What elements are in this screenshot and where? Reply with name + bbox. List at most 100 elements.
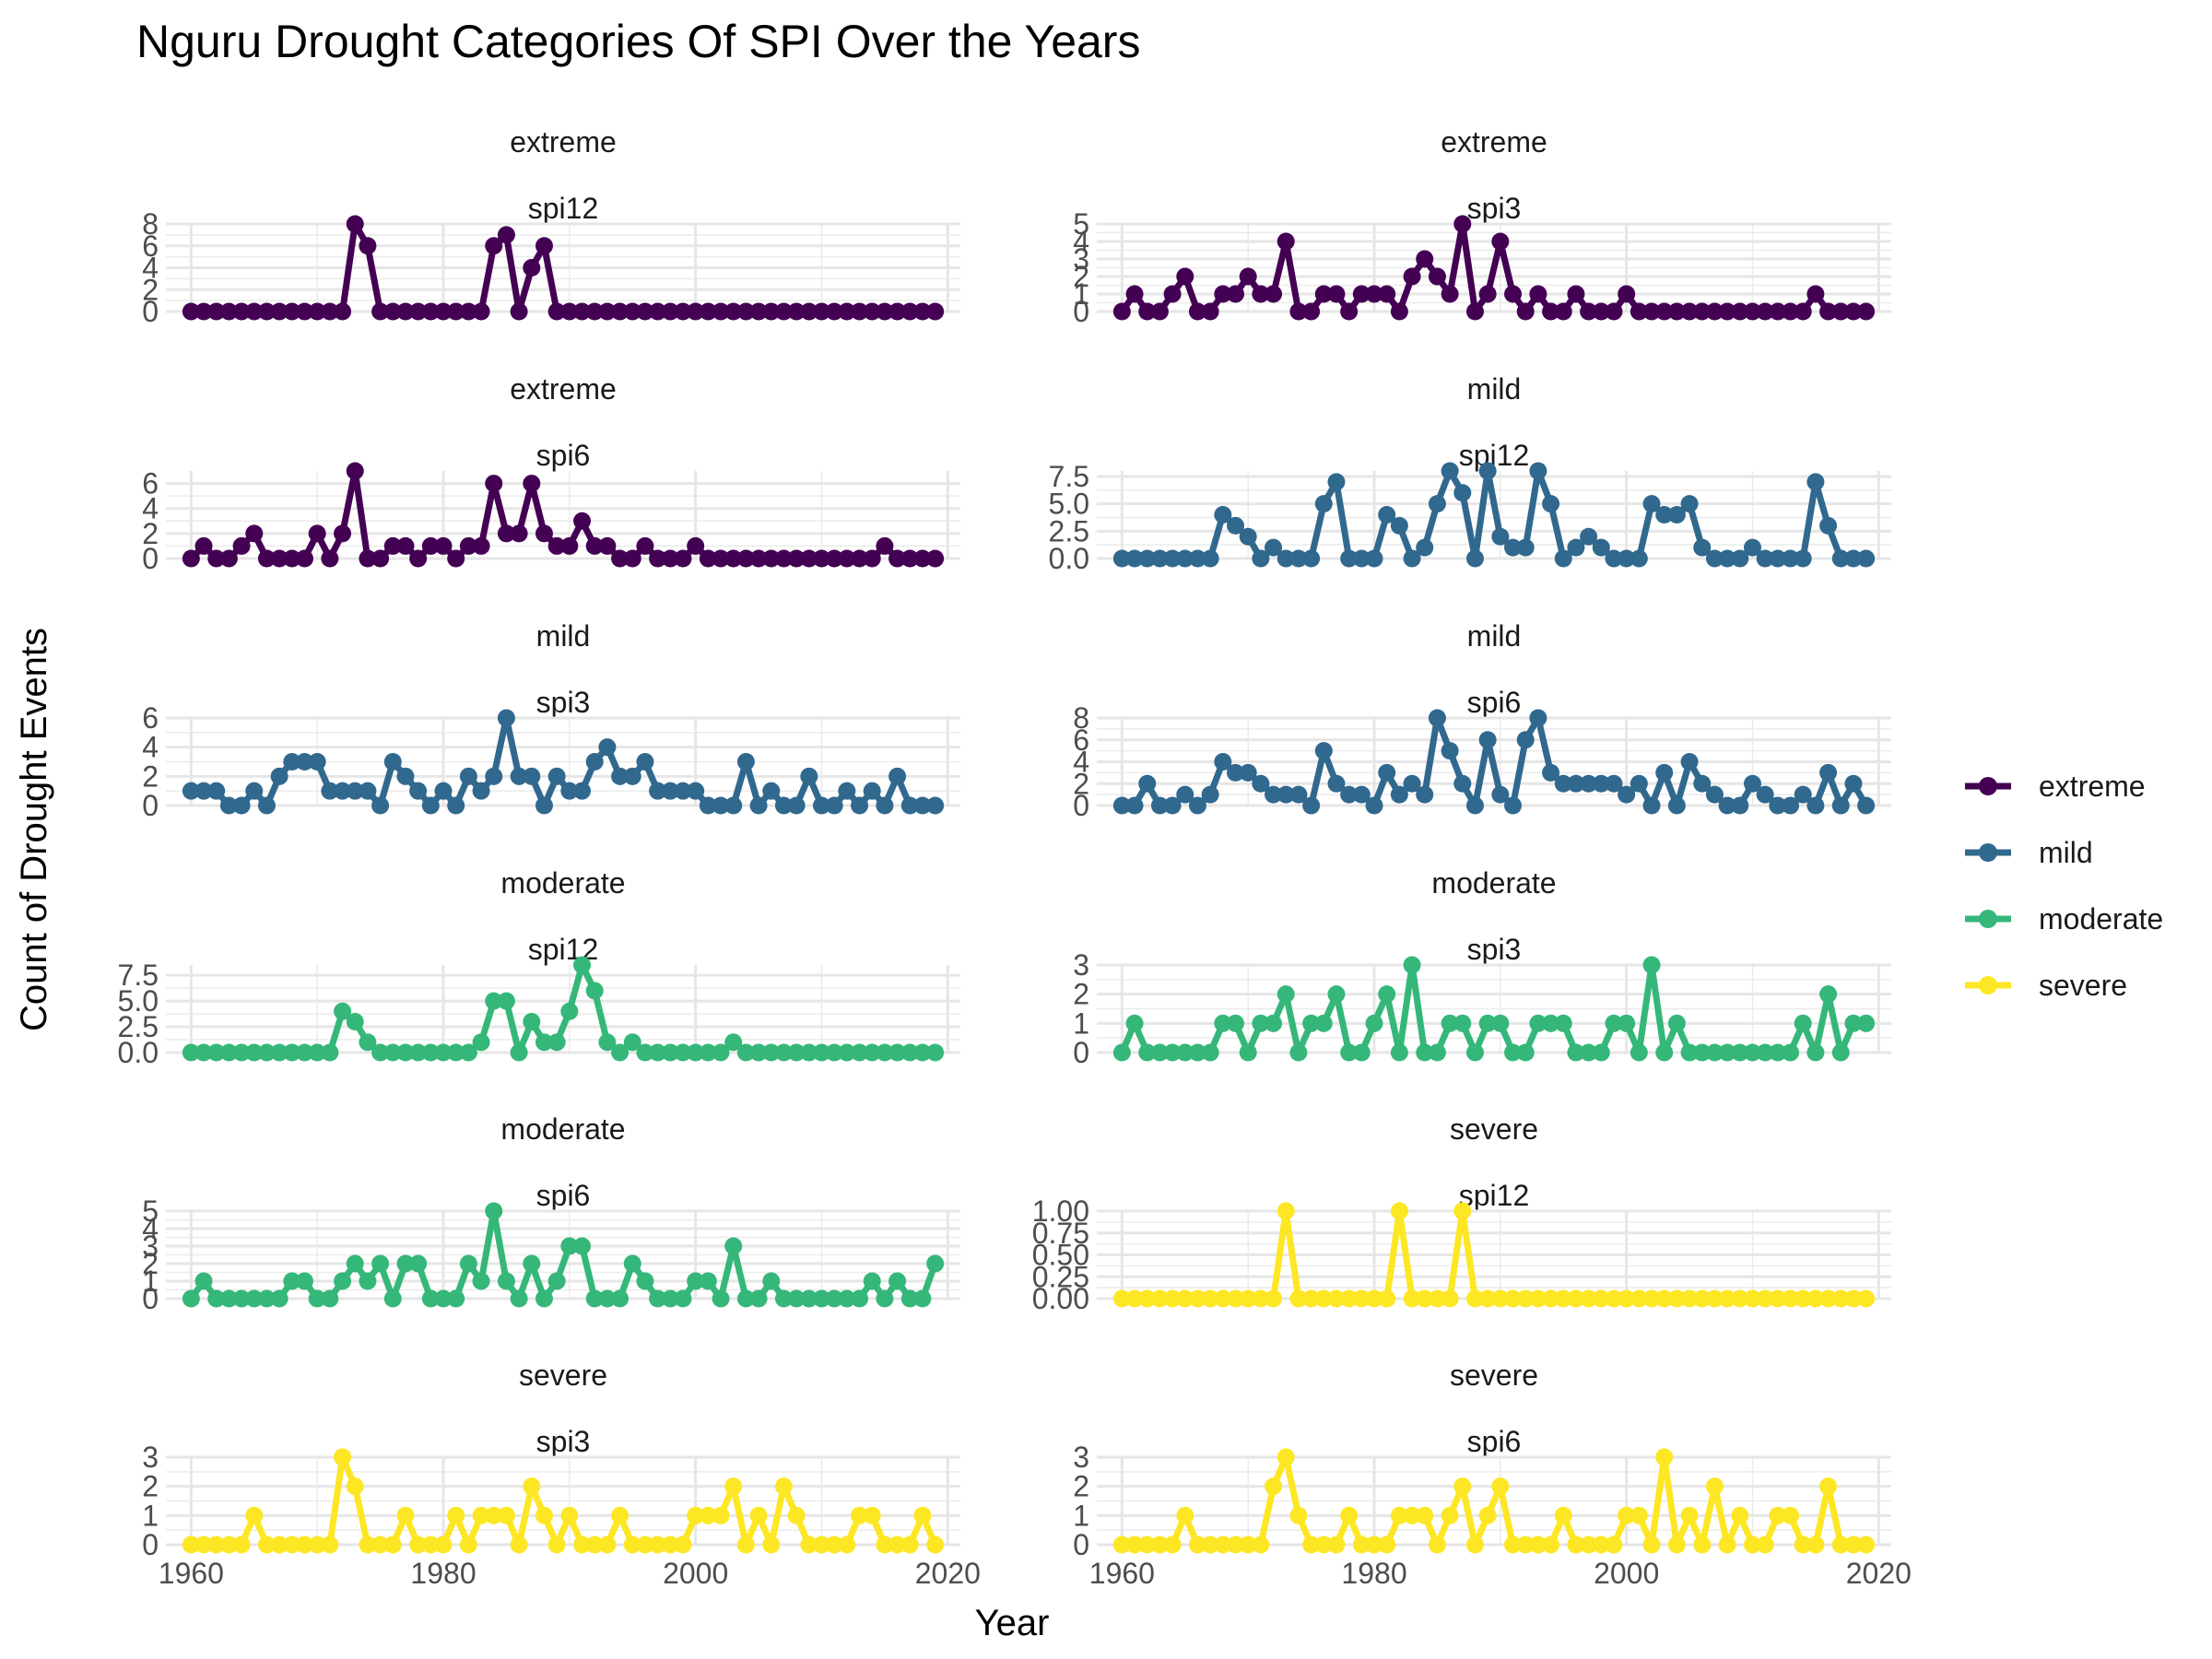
data-point: [1731, 796, 1749, 815]
data-point: [863, 1043, 881, 1062]
data-point: [1390, 785, 1408, 804]
data-point: [1289, 549, 1308, 568]
data-point: [774, 1477, 793, 1496]
data-point: [699, 549, 717, 568]
data-point: [1390, 1202, 1408, 1220]
data-point: [1831, 1535, 1850, 1554]
data-point: [1819, 985, 1838, 1004]
data-point: [712, 796, 730, 815]
data-point: [1403, 1506, 1421, 1524]
data-point: [257, 796, 276, 815]
data-point: [1378, 763, 1396, 782]
data-point: [1163, 1535, 1182, 1554]
data-point: [535, 524, 553, 543]
data-point: [1112, 302, 1131, 321]
data-point: [1605, 774, 1623, 793]
data-point: [1403, 774, 1421, 793]
data-point: [535, 1506, 553, 1524]
data-point: [1302, 1535, 1321, 1554]
data-point: [1302, 302, 1321, 321]
data-point: [1265, 538, 1283, 557]
data-point: [334, 782, 352, 800]
data-point: [371, 549, 390, 568]
data-point: [547, 536, 566, 555]
data-point: [219, 796, 238, 815]
data-point: [1819, 516, 1838, 535]
data-point: [383, 753, 402, 771]
data-point: [1365, 1535, 1383, 1554]
data-point: [270, 549, 288, 568]
data-point: [409, 1535, 428, 1554]
data-point: [245, 302, 264, 321]
data-point: [1680, 1506, 1699, 1524]
data-point: [371, 796, 390, 815]
data-point: [1441, 1506, 1459, 1524]
data-point: [1693, 1043, 1712, 1062]
data-point: [1782, 796, 1800, 815]
data-point: [900, 302, 919, 321]
data-point: [1718, 1043, 1736, 1062]
data-point: [459, 1043, 477, 1062]
data-point: [636, 1043, 654, 1062]
strip-category-label: mild: [1467, 619, 1522, 653]
data-point: [1806, 285, 1825, 303]
data-point: [636, 753, 654, 771]
data-point: [547, 302, 566, 321]
data-point: [497, 524, 515, 543]
data-point: [334, 302, 352, 321]
data-point: [459, 536, 477, 555]
data-point: [1630, 302, 1648, 321]
data-point: [1112, 1535, 1131, 1554]
data-point: [1794, 302, 1812, 321]
data-point: [371, 302, 390, 321]
data-point: [1567, 774, 1585, 793]
data-point: [800, 302, 818, 321]
data-point: [762, 302, 781, 321]
data-point: [1289, 785, 1308, 804]
data-point: [1453, 774, 1472, 793]
data-point: [1453, 1477, 1472, 1496]
y-tick-label: 6: [142, 701, 159, 735]
data-point: [1378, 985, 1396, 1004]
data-point: [1491, 785, 1510, 804]
data-point: [573, 1237, 592, 1255]
y-tick-label: 0: [1073, 1528, 1089, 1561]
data-point: [838, 302, 856, 321]
data-point: [1277, 785, 1295, 804]
data-point: [1365, 1289, 1383, 1308]
data-point: [1416, 250, 1434, 268]
data-point: [774, 1043, 793, 1062]
legend-key-point: [1979, 843, 1997, 862]
data-point: [1163, 285, 1182, 303]
data-point: [1201, 1289, 1219, 1308]
strip-spi-label: spi3: [1467, 192, 1522, 225]
data-point: [1718, 1535, 1736, 1554]
data-point: [1340, 302, 1359, 321]
data-point: [762, 1272, 781, 1290]
y-tick-label: 1: [1073, 1499, 1089, 1532]
y-tick-label: 0.00: [1032, 1282, 1089, 1315]
data-point: [573, 512, 592, 530]
data-point: [1453, 1014, 1472, 1032]
data-point: [1857, 302, 1876, 321]
data-point: [283, 1272, 301, 1290]
data-point: [1756, 302, 1774, 321]
data-point: [1403, 956, 1421, 974]
y-tick-label: 5.0: [1049, 488, 1089, 521]
y-tick-label: 4: [142, 252, 159, 285]
data-point: [1365, 796, 1383, 815]
data-point: [636, 302, 654, 321]
data-point: [1769, 1043, 1787, 1062]
data-point: [774, 302, 793, 321]
facet-panels: extremespi1202468extremespi3012345extrem…: [118, 125, 1912, 1590]
data-point: [270, 302, 288, 321]
data-point: [485, 237, 503, 255]
data-point: [1239, 1535, 1257, 1554]
data-point: [1453, 215, 1472, 233]
data-point: [523, 1254, 541, 1273]
data-point: [611, 1506, 629, 1524]
data-point: [1756, 1043, 1774, 1062]
data-point: [863, 549, 881, 568]
data-point: [447, 796, 465, 815]
